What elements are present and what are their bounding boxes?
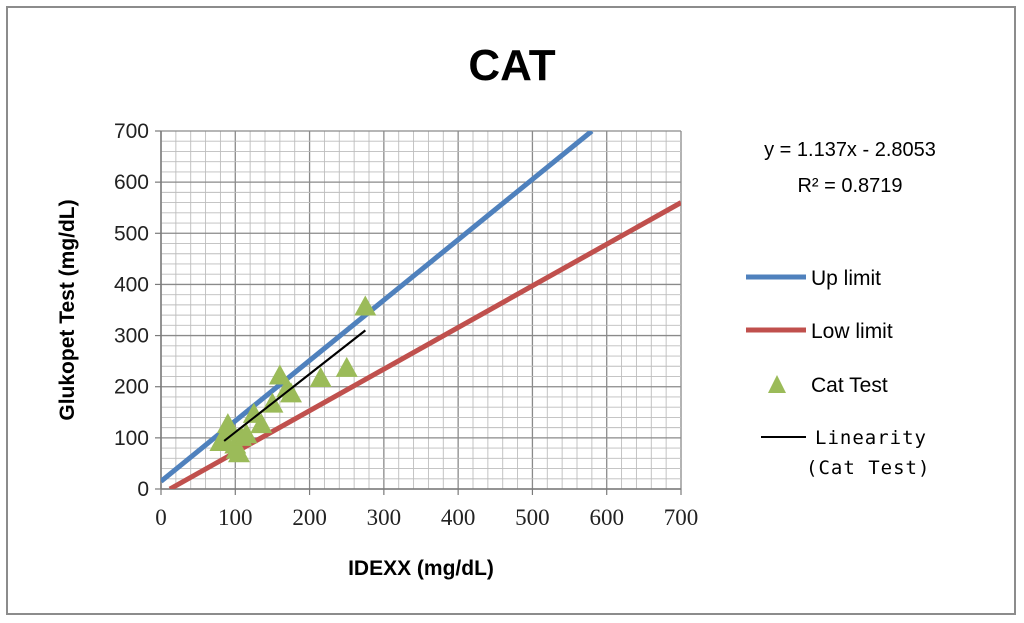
data-point-cat-test <box>280 382 302 403</box>
data-point-cat-test <box>235 423 258 444</box>
series-line-linearity-overlay <box>223 329 366 442</box>
y-tick-labels: 0 100 200 300 400 500 600 700 <box>114 120 149 501</box>
data-point-cat-test <box>309 367 332 388</box>
y-tick-label: 400 <box>114 273 149 296</box>
data-point-cat-test <box>250 413 273 434</box>
data-point-cat-test <box>354 295 377 316</box>
data-point-cat-test <box>268 364 291 385</box>
x-tick-label: 400 <box>441 505 476 530</box>
y-tick-label: 0 <box>137 478 149 501</box>
legend-label-low-limit: Low limit <box>811 320 893 343</box>
legend: Up limit Low limit Cat Test Linearity (C… <box>746 267 930 479</box>
data-point-cat-test <box>335 356 358 377</box>
legend-label-up-limit: Up limit <box>811 267 881 290</box>
x-axis-title: IDEXX (mg/dL) <box>348 557 494 580</box>
x-tick-label: 100 <box>218 505 253 530</box>
x-tick-label: 0 <box>155 505 167 530</box>
trendline-r-squared: R² = 0.8719 <box>797 175 902 197</box>
legend-label-cat-test: Cat Test <box>811 374 888 397</box>
y-tick-label: 200 <box>114 376 149 399</box>
data-point-cat-test <box>228 442 250 463</box>
plot-frame <box>155 130 682 495</box>
legend-swatch-cat-test <box>768 375 786 393</box>
x-tick-label: 200 <box>292 505 327 530</box>
x-tick-labels: 0 100 200 300 400 500 600 700 <box>155 505 698 530</box>
x-tick-label: 500 <box>515 505 550 530</box>
x-tick-label: 300 <box>367 505 402 530</box>
legend-label-linearity: Linearity <box>815 427 927 449</box>
y-tick-label: 300 <box>114 325 149 348</box>
x-tick-label: 700 <box>664 505 699 530</box>
x-tick-label: 600 <box>589 505 624 530</box>
y-axis-title: Glukopet Test (mg/dL) <box>56 199 79 420</box>
chart-title: CAT <box>468 41 555 90</box>
y-tick-label: 700 <box>114 120 149 143</box>
y-tick-label: 500 <box>114 222 149 245</box>
legend-label-linearity-suffix: (Cat Test) <box>806 457 930 479</box>
y-tick-label: 600 <box>114 171 149 194</box>
trendline-equation: y = 1.137x - 2.8053 <box>764 139 936 161</box>
y-tick-label: 100 <box>114 427 149 450</box>
marker-layer <box>209 295 377 463</box>
